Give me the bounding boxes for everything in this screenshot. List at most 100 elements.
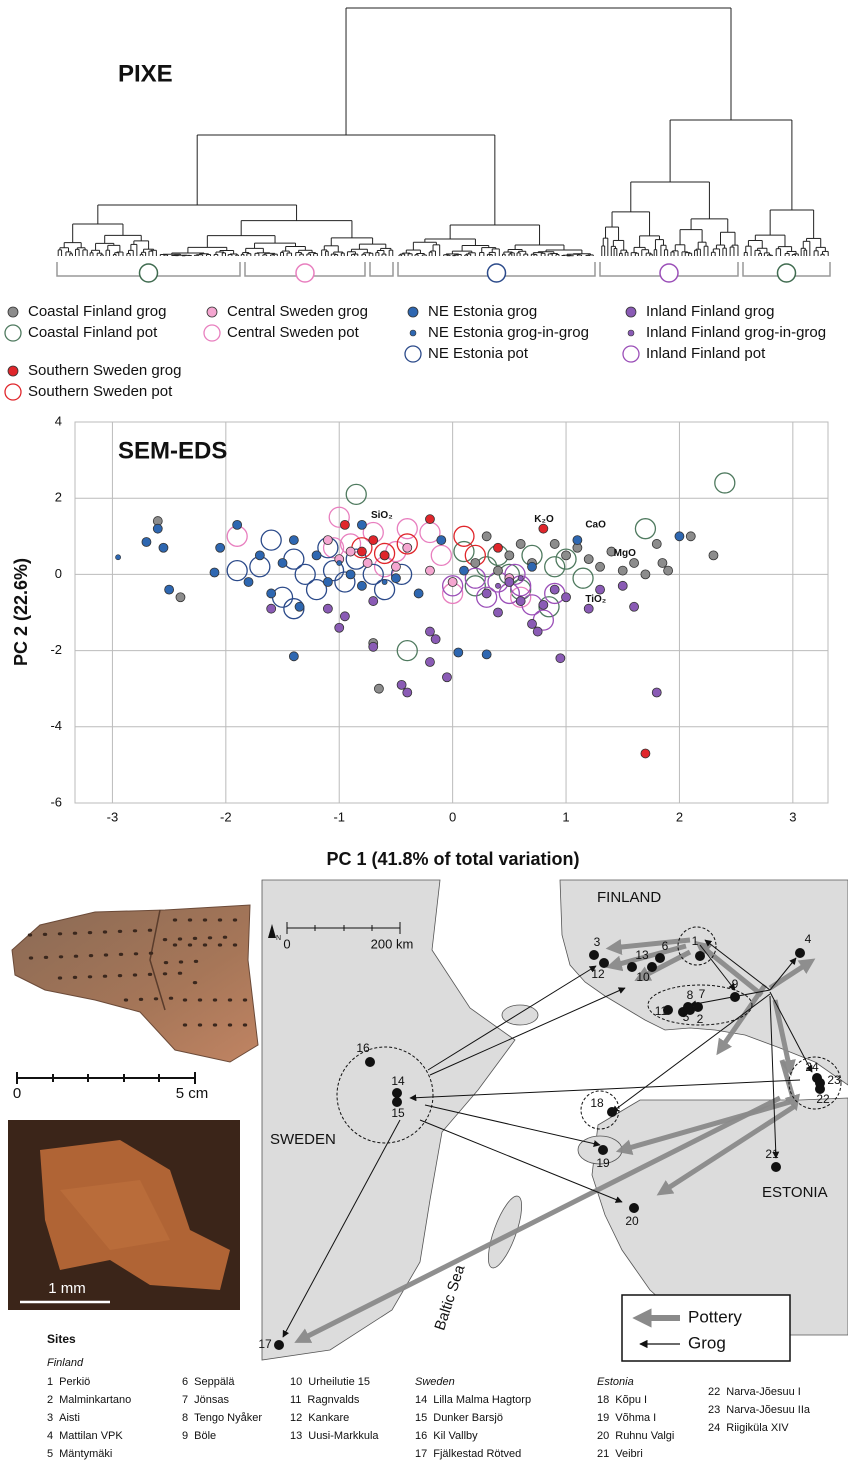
site-name: Tengo Nyåker: [194, 1412, 262, 1424]
site-entry: 9Böle: [182, 1430, 216, 1442]
site-name: Ruhnu Valgi: [615, 1430, 674, 1442]
pit: [118, 930, 122, 933]
site-dot: [607, 1107, 617, 1117]
pit: [233, 918, 237, 921]
site-label: 21: [765, 1147, 779, 1161]
site-label: 20: [625, 1214, 639, 1228]
legend-marker: [207, 307, 217, 317]
site-label: 18: [590, 1096, 604, 1110]
data-point: [216, 543, 225, 552]
loading-label: TiO₂: [585, 594, 606, 605]
data-point: [267, 604, 276, 613]
site-label: 2: [697, 1012, 704, 1026]
pit: [218, 943, 222, 946]
data-point: [493, 543, 502, 552]
site-number: 12: [290, 1412, 302, 1424]
pit: [188, 918, 192, 921]
data-point: [335, 623, 344, 632]
site-label: 6: [662, 939, 669, 953]
data-point: [312, 551, 321, 560]
site-name: Ragnvalds: [307, 1394, 359, 1406]
loading-label: CaO: [585, 520, 606, 531]
legend-label: Inland Finland grog-in-grog: [646, 324, 826, 341]
site-label: 5: [683, 1010, 690, 1024]
pit: [149, 952, 153, 955]
legend-label: NE Estonia pot: [428, 345, 529, 362]
site-number: 23: [708, 1404, 720, 1416]
legend-label: Central Sweden grog: [227, 303, 368, 320]
site-name: Malminkartano: [59, 1394, 131, 1406]
site-number: 5: [47, 1448, 53, 1460]
data-point: [539, 524, 548, 533]
pit: [193, 937, 197, 940]
site-number: 16: [415, 1430, 427, 1442]
site-label: 7: [699, 987, 706, 1001]
data-point: [425, 658, 434, 667]
legend-label: Coastal Finland pot: [28, 324, 158, 341]
data-point: [630, 602, 639, 611]
pit: [169, 997, 173, 1000]
y-tick-label: 2: [55, 490, 62, 505]
pit: [58, 976, 62, 979]
legend-label: NE Estonia grog: [428, 303, 537, 320]
site-entry: 10Urheilutie 15: [290, 1376, 370, 1388]
site-entry: 15Dunker Barsjö: [415, 1412, 503, 1424]
data-point: [584, 555, 593, 564]
legend-label: NE Estonia grog-in-grog: [428, 324, 589, 341]
y-axis-label: PC 2 (22.6%): [11, 558, 31, 666]
site-group-title: Finland: [47, 1357, 84, 1369]
site-name: Veibri: [615, 1448, 643, 1460]
site-number: 18: [597, 1394, 609, 1406]
site-list: Finland1Perkiö2Malminkartano3Aisti4Matti…: [47, 1357, 811, 1460]
data-point: [493, 608, 502, 617]
site-number: 22: [708, 1386, 720, 1398]
pit: [213, 1023, 217, 1026]
site-number: 19: [597, 1412, 609, 1424]
site-dot: [683, 1002, 693, 1012]
pit: [183, 998, 187, 1001]
site-name: Lilla Malma Hagtorp: [433, 1394, 531, 1406]
data-point: [425, 515, 434, 524]
site-number: 8: [182, 1412, 188, 1424]
data-point: [459, 566, 468, 575]
site-label: 13: [635, 948, 649, 962]
site-label: 17: [258, 1337, 272, 1351]
data-point: [596, 585, 605, 594]
pit: [178, 972, 182, 975]
site-dot: [365, 1057, 375, 1067]
pit: [29, 956, 33, 959]
data-point: [545, 557, 565, 577]
scale-bar: [17, 1072, 195, 1084]
data-point: [495, 583, 500, 588]
pit: [228, 998, 232, 1001]
data-point: [431, 545, 451, 565]
data-point: [244, 578, 253, 587]
pit: [43, 933, 47, 936]
site-dot: [771, 1162, 781, 1172]
data-point: [337, 560, 342, 565]
pit: [228, 1023, 232, 1026]
site-dot: [655, 953, 665, 963]
legend-marker: [623, 346, 639, 362]
pit: [44, 956, 48, 959]
site-name: Narva-Jõesuu IIa: [726, 1404, 811, 1416]
data-point: [658, 558, 667, 567]
legend-marker: [8, 366, 18, 376]
y-tick-label: 4: [55, 413, 62, 428]
pit: [179, 960, 183, 963]
data-point: [403, 688, 412, 697]
cluster-bracket: [370, 262, 393, 276]
data-point: [675, 532, 684, 541]
aland: [502, 1005, 538, 1025]
sweden-land: [262, 880, 515, 1360]
data-point: [357, 581, 366, 590]
site-number: 20: [597, 1430, 609, 1442]
site-label: 9: [732, 977, 739, 991]
data-point: [442, 673, 451, 682]
data-point: [323, 536, 332, 545]
data-point: [369, 597, 378, 606]
